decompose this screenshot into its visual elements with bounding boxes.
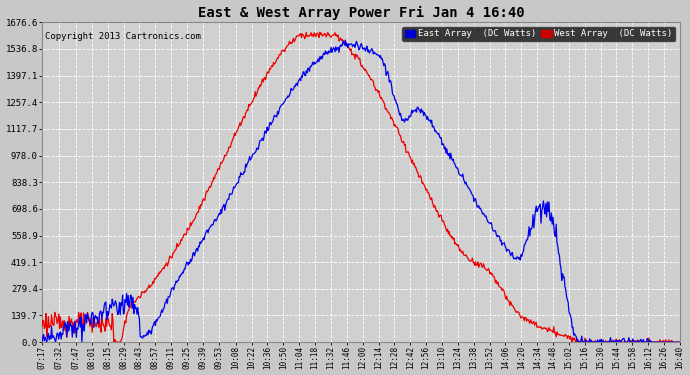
Text: Copyright 2013 Cartronics.com: Copyright 2013 Cartronics.com (45, 32, 201, 41)
Legend: East Array  (DC Watts), West Array  (DC Watts): East Array (DC Watts), West Array (DC Wa… (402, 27, 676, 41)
Title: East & West Array Power Fri Jan 4 16:40: East & West Array Power Fri Jan 4 16:40 (197, 6, 524, 20)
